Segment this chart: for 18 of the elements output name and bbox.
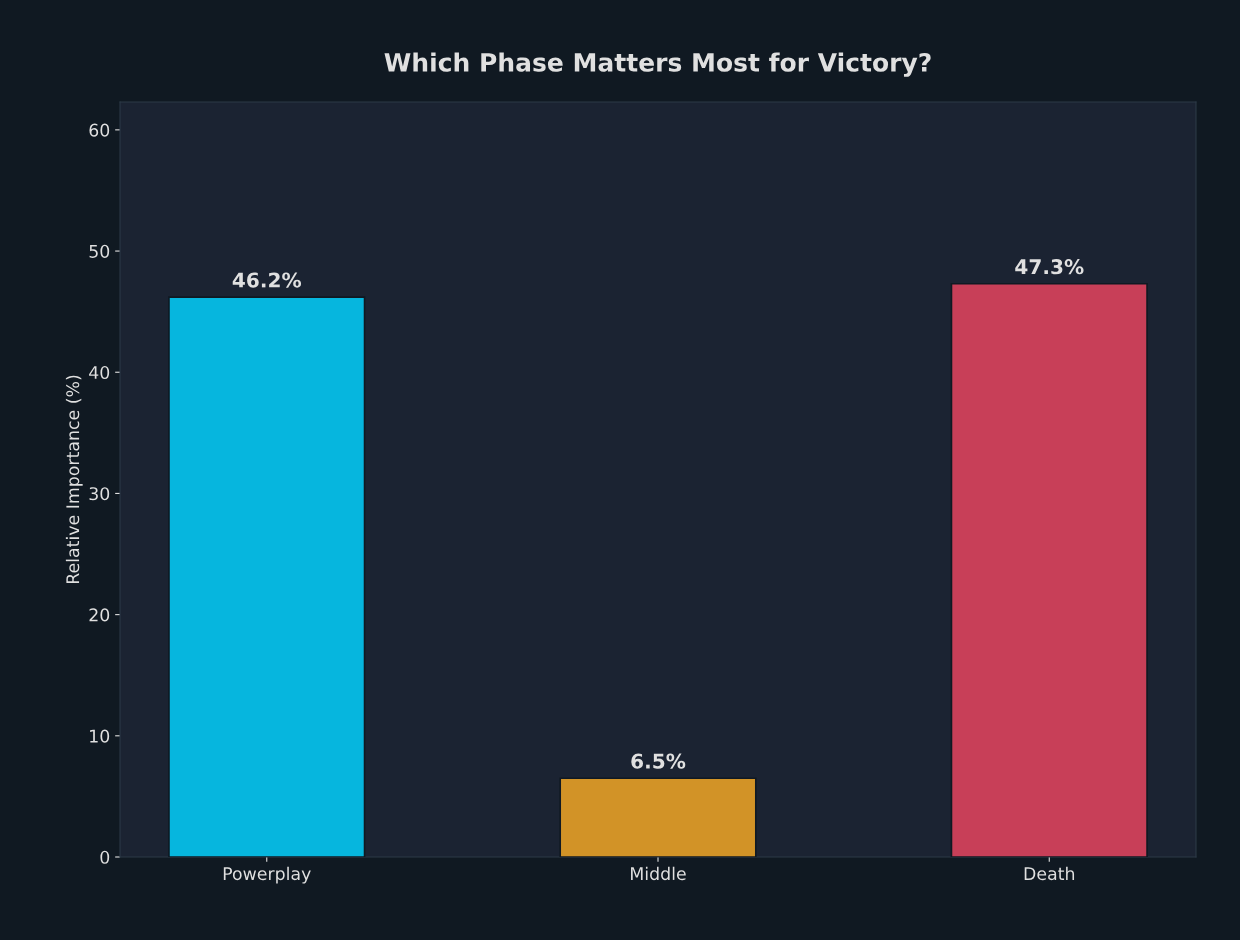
y-tick-label: 60 (89, 123, 110, 137)
y-tick-label: 50 (89, 244, 110, 258)
y-tick-label: 0 (100, 850, 110, 864)
y-tick-label: 10 (90, 729, 110, 743)
y-tick-label: 30 (89, 487, 110, 501)
y-axis-title: Relative Importance (%) (65, 375, 83, 584)
bar (168, 296, 366, 857)
bar (950, 282, 1148, 857)
bar (559, 777, 757, 857)
y-tick-label: 20 (89, 608, 110, 622)
y-tick-label: 40 (89, 365, 110, 380)
chart-title: Which Phase Matters Most for Victory? (384, 52, 931, 77)
x-tick-label: Middle (631, 866, 686, 881)
x-tick-label: Death (1024, 866, 1075, 881)
data-label: 6.5% (631, 753, 686, 769)
data-label: 47.3% (1015, 259, 1084, 275)
data-label: 46.2% (232, 272, 302, 288)
x-tick-label: Powerplay (223, 866, 311, 884)
